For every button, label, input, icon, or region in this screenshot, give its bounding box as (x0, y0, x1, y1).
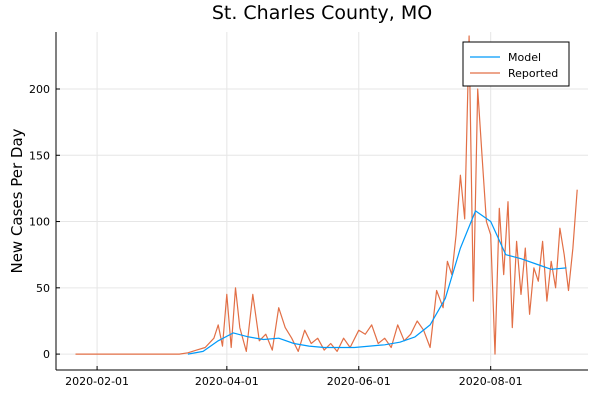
legend: Model Reported (462, 41, 570, 87)
series-layer (75, 35, 578, 355)
series-line-reported (75, 35, 578, 355)
axes (55, 32, 588, 371)
y-axis-label: New Cases Per Day (8, 128, 26, 273)
y-tick-label: 200 (29, 83, 50, 96)
y-tick-label: 100 (29, 216, 50, 229)
y-tick-label: 50 (36, 282, 50, 295)
x-tick-label: 2020-06-01 (327, 375, 391, 388)
legend-label-reported: Reported (508, 67, 558, 80)
chart-title: St. Charles County, MO (212, 2, 432, 24)
legend-box (462, 41, 570, 87)
y-tick-label: 0 (43, 348, 50, 361)
x-tick-label: 2020-04-01 (195, 375, 259, 388)
y-tick-label: 150 (29, 149, 50, 162)
tick-labels: 2020-02-01 2020-04-01 2020-06-01 2020-08-01… (29, 83, 523, 388)
x-tick-label: 2020-02-01 (65, 375, 129, 388)
x-tick-label: 2020-08-01 (459, 375, 523, 388)
series-line-model (187, 210, 567, 355)
legend-label-model: Model (508, 51, 541, 64)
